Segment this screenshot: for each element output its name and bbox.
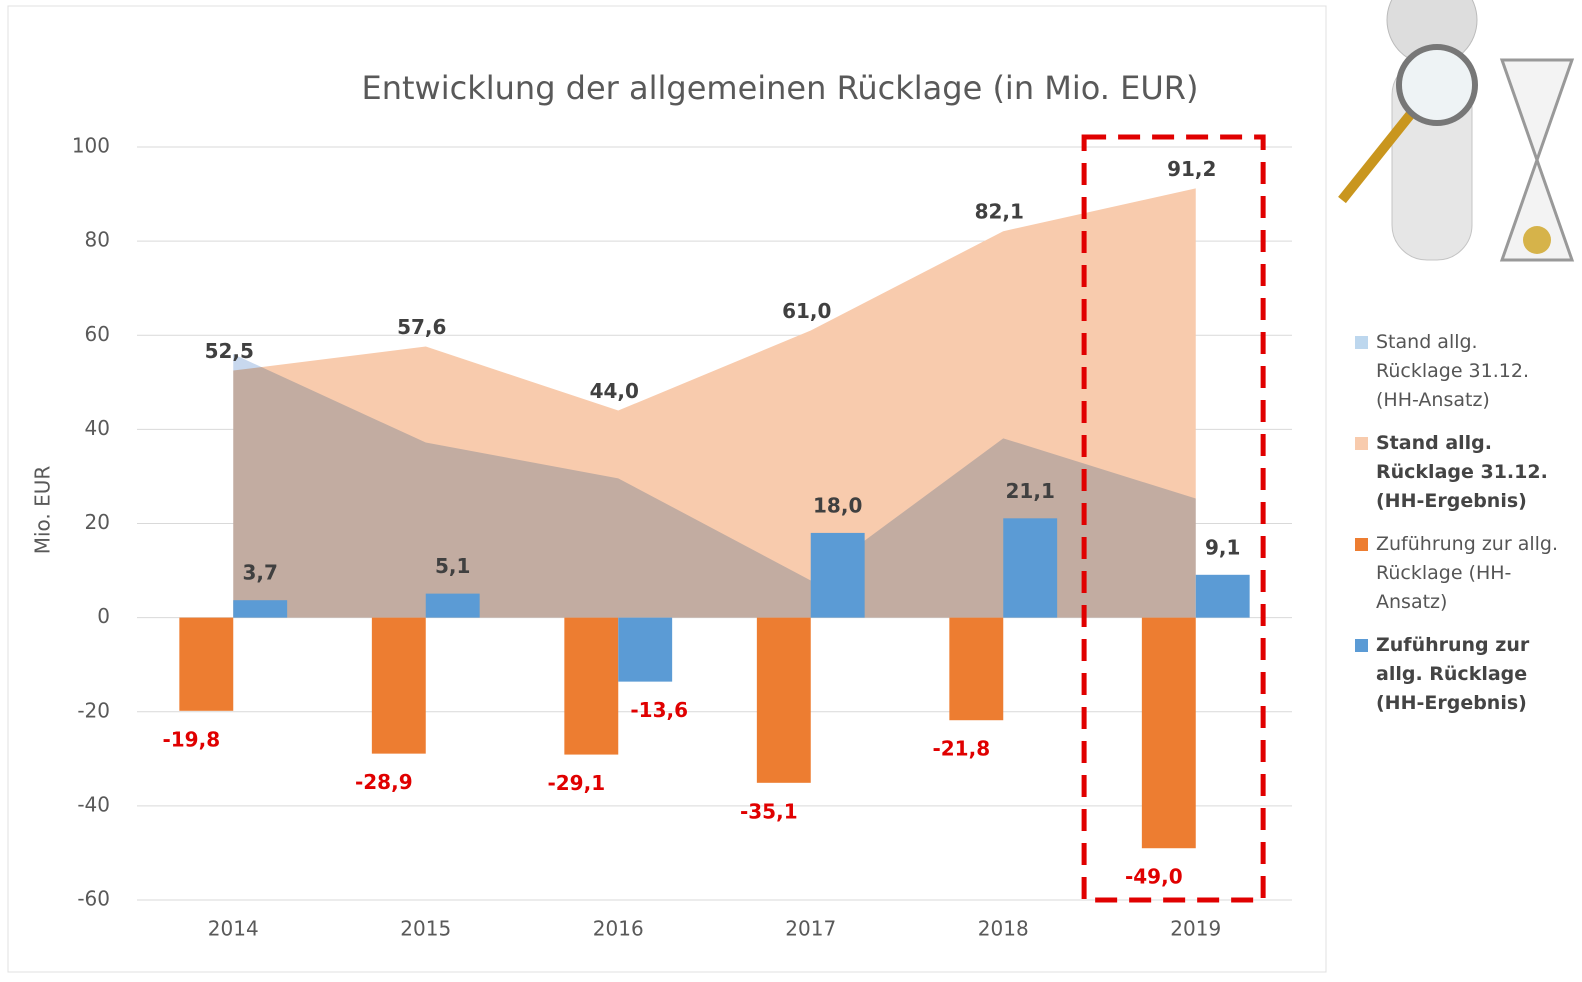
legend-item: Zuführung zur allg. Rücklage (HH-Ansatz) [1355,530,1570,617]
bar [179,618,233,711]
data-label: 5,1 [435,554,470,578]
y-tick-label: 60 [85,322,110,346]
data-label: 44,0 [590,379,639,403]
y-tick-label: 20 [85,510,110,534]
data-label: 91,2 [1167,157,1216,181]
legend-item: Stand allg. Rücklage 31.12. (HH-Ansatz) [1355,328,1570,415]
data-label: -49,0 [1125,865,1183,889]
bar [949,618,1003,721]
bar [1142,618,1196,849]
y-tick-label: 100 [72,134,110,158]
bar [564,618,618,755]
y-tick-label: -20 [77,698,110,722]
bar [372,618,426,754]
x-tick-label: 2015 [400,917,451,941]
data-label: -29,1 [547,771,605,795]
data-label: 61,0 [782,299,831,323]
y-axis-label: Mio. EUR [31,466,55,555]
bar [618,618,672,682]
data-label: -19,8 [162,727,220,751]
data-label: -21,8 [932,737,990,761]
legend-swatch [1355,437,1368,450]
x-tick-label: 2018 [978,917,1029,941]
y-tick-label: -60 [77,887,110,911]
legend: Stand allg. Rücklage 31.12. (HH-Ansatz) S… [1355,328,1570,732]
legend-label: Stand allg. Rücklage 31.12. (HH-Ergebnis… [1376,429,1570,516]
legend-label: Zuführung zur allg. Rücklage (HH-Ansatz) [1376,530,1570,617]
illustration [1322,0,1582,280]
data-label: 52,5 [205,339,254,363]
legend-label: Stand allg. Rücklage 31.12. (HH-Ansatz) [1376,328,1570,415]
bar [757,618,811,783]
data-label: 82,1 [975,200,1024,224]
legend-swatch [1355,538,1368,551]
data-label: 21,1 [1006,479,1055,503]
y-tick-label: -40 [77,792,110,816]
data-label: -13,6 [630,698,688,722]
x-tick-label: 2014 [208,917,259,941]
bar [811,533,865,618]
legend-swatch [1355,336,1368,349]
data-label: 57,6 [397,315,446,339]
chart: Entwicklung der allgemeinen Rücklage (in… [0,0,1330,982]
data-label: -28,9 [355,770,413,794]
y-tick-label: 0 [97,604,110,628]
data-label: 18,0 [813,493,862,517]
y-tick-label: 80 [85,228,110,252]
bar [1003,518,1057,617]
data-label: 3,7 [242,561,277,585]
legend-item: Stand allg. Rücklage 31.12. (HH-Ergebnis… [1355,429,1570,516]
legend-swatch [1355,639,1368,652]
x-tick-label: 2016 [593,917,644,941]
page: Entwicklung der allgemeinen Rücklage (in… [0,0,1582,982]
x-tick-label: 2017 [785,917,836,941]
legend-item: Zuführung zur allg. Rücklage (HH-Ergebni… [1355,631,1570,718]
chart-title: Entwicklung der allgemeinen Rücklage (in… [362,69,1199,107]
y-tick-label: 40 [85,416,110,440]
data-label: -35,1 [740,799,798,823]
bar [1196,575,1250,618]
bar [233,600,287,617]
data-label: 9,1 [1205,535,1240,559]
x-tick-label: 2019 [1170,917,1221,941]
bar [426,594,480,618]
legend-label: Zuführung zur allg. Rücklage (HH-Ergebni… [1376,631,1570,718]
